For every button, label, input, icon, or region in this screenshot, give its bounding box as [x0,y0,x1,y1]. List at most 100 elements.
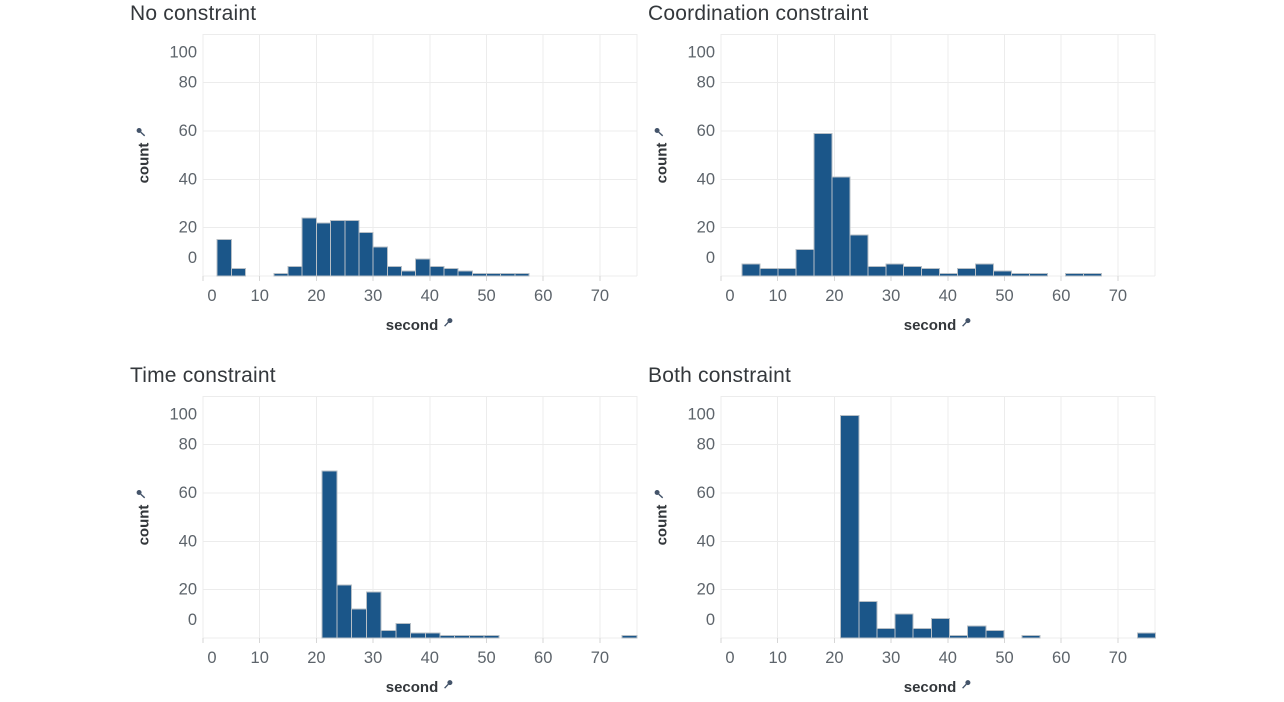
histogram-bar[interactable] [1011,273,1031,277]
histogram-bar[interactable] [273,273,289,277]
histogram-bar[interactable] [330,219,346,277]
histogram-bar[interactable] [975,263,995,277]
chart-title: Coordination constraint [648,2,869,25]
histogram-bar[interactable] [336,584,353,639]
y-tick-label: 80 [697,436,715,454]
histogram-bar[interactable] [858,601,878,639]
chart-panel-no-constraint: No constraint count 0 10 20 30 40 50 60 70 0 20 40… [125,0,642,340]
histogram-bar[interactable] [849,234,869,277]
y-tick-label: 100 [687,405,715,423]
histogram-bar[interactable] [395,622,412,639]
y-axis-title: count [654,489,671,545]
x-tick-label: 0 [207,649,216,667]
x-tick-label: 10 [251,287,269,305]
y-tick-label: 40 [179,532,197,550]
histogram-bar[interactable] [301,217,317,277]
histogram-bar[interactable] [795,248,815,277]
pin-icon [654,128,664,137]
histogram-bar[interactable] [344,219,360,277]
histogram-bar[interactable] [912,627,932,639]
histogram-bar[interactable] [867,265,887,277]
histogram-bar[interactable] [372,246,388,277]
histogram-bar[interactable] [1137,632,1156,639]
histogram-bar[interactable] [921,268,941,277]
x-tick-label: 30 [364,287,382,305]
histogram-bar[interactable] [400,270,417,277]
pin-icon [136,490,146,499]
histogram-bar[interactable] [471,273,488,277]
histogram-bar[interactable] [876,627,896,639]
y-tick-label: 60 [697,484,715,502]
y-tick-label: 40 [697,170,715,188]
histogram-bar[interactable] [1021,635,1041,639]
x-tick-label: 50 [995,287,1013,305]
histogram-bar[interactable] [424,632,441,639]
histogram-bar[interactable] [351,608,367,639]
x-tick-label: 60 [1052,287,1070,305]
x-tick-label: 10 [769,287,787,305]
histogram-bar[interactable] [468,635,485,639]
histogram-bar[interactable] [321,470,338,639]
histogram-bar[interactable] [1029,273,1049,277]
y-tick-label: 20 [179,219,197,237]
histogram-bar[interactable] [457,270,473,277]
histogram-plot: 0 10 20 30 40 50 60 70 0 20 40 60 80 100 [687,33,1156,305]
histogram-bar[interactable] [985,630,1005,639]
histogram-bar[interactable] [415,258,431,277]
histogram-bar[interactable] [429,265,445,277]
y-axis-title: count [136,127,153,183]
histogram-bar[interactable] [957,268,977,277]
y-tick-label: 100 [169,43,197,61]
histogram-bar[interactable] [894,613,914,639]
histogram-bar[interactable] [386,265,402,277]
histogram-bar[interactable] [230,268,247,277]
histogram-bar[interactable] [443,268,459,277]
histogram-bar[interactable] [903,265,923,277]
histogram-bar[interactable] [410,632,426,639]
histogram-bar[interactable] [287,265,303,277]
y-tick-label: 60 [697,122,715,140]
y-tick-label: 0 [188,611,197,629]
histogram-bar[interactable] [930,618,951,639]
x-tick-label: 10 [769,649,787,667]
histogram-bar[interactable] [358,231,374,277]
histogram-bar[interactable] [777,268,797,277]
histogram-bar[interactable] [741,263,761,277]
histogram-bar[interactable] [1082,273,1102,277]
histogram-bar[interactable] [949,635,969,639]
histogram-bar[interactable] [216,239,232,277]
histogram-bar[interactable] [840,415,860,639]
histogram-bar[interactable] [439,635,456,639]
histogram-bar[interactable] [885,263,905,277]
histogram-bar[interactable] [1065,273,1084,277]
x-axis-title-text: second [903,678,957,696]
x-axis-title-text: second [385,678,439,696]
y-tick-label: 60 [179,122,197,140]
histogram-bar[interactable] [759,268,779,277]
histogram-bar[interactable] [939,273,959,277]
x-axis-title: second [721,315,1155,335]
histogram-bar[interactable] [621,635,638,639]
histogram-bar[interactable] [514,273,530,277]
x-tick-label: 20 [825,649,843,667]
histogram-bar[interactable] [486,273,502,277]
histogram-bar[interactable] [967,625,987,639]
chart-title: Time constraint [130,364,276,387]
histogram-bar[interactable] [315,222,332,277]
pin-icon [444,317,453,327]
y-tick-label: 80 [179,436,197,454]
histogram-bar[interactable] [454,635,470,639]
histogram-bar[interactable] [993,270,1013,277]
histogram-bar[interactable] [483,635,500,639]
histogram-bar[interactable] [380,630,397,639]
histogram-bar[interactable] [831,176,851,277]
histogram-bar[interactable] [813,132,833,277]
chart-title: No constraint [130,2,257,25]
x-axis-title-text: second [385,316,439,334]
histogram-bar[interactable] [500,273,516,277]
x-tick-label: 60 [534,649,552,667]
histogram-bar[interactable] [365,591,382,639]
y-axis-title: count [654,127,671,183]
pin-icon [962,317,971,327]
